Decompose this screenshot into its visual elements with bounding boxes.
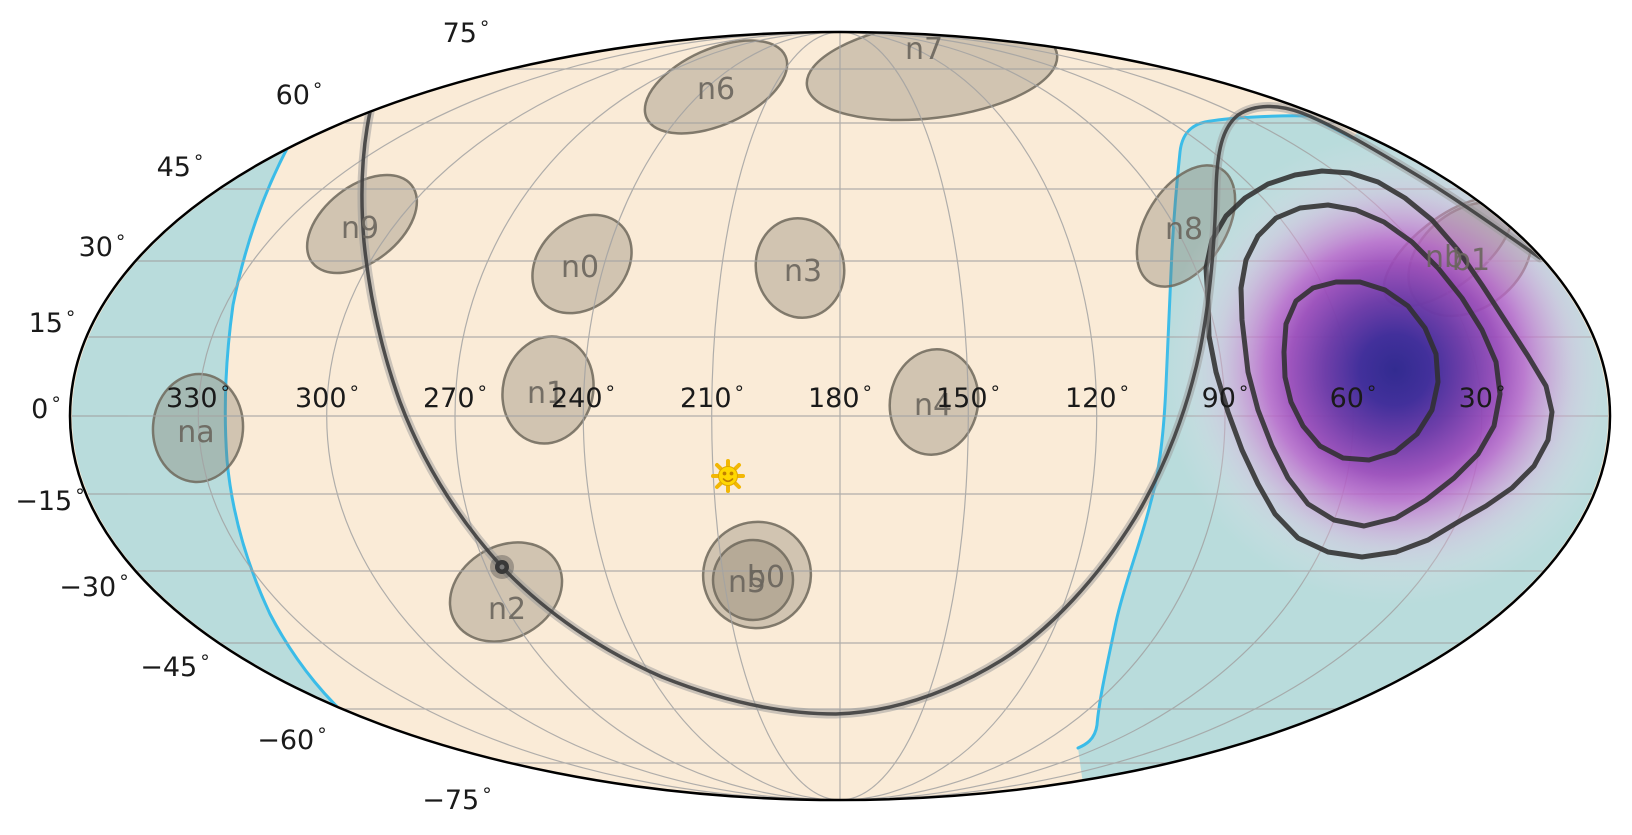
galactic-plane-line [360,104,1542,716]
lat-tick-15: 15 ° [29,307,76,339]
lon-tick-300: 300 ° [295,382,359,414]
detector-ellipse-n1 [501,335,595,445]
map-boundary [68,30,1612,802]
lon-tick-60: 60 ° [1330,382,1377,414]
galactic-center-marker [490,555,514,579]
lon-tick-210: 210 ° [680,382,744,414]
detector-label-n4: n4 [914,388,952,423]
detector-label-n9: n9 [341,211,379,246]
lon-tick-330: 330 ° [166,382,230,414]
credible-contours [1203,168,1555,560]
contour-inner [1281,279,1441,463]
lon-tick-120: 120 ° [1065,382,1129,414]
lon-tick-270: 270 ° [423,382,487,414]
detector-labels: n9 n6 n7 n0 n3 n1 n4 na n2 n5 b0 n8 nb b… [177,32,1490,627]
lat-tick-m75: −75 ° [422,784,491,816]
detector-label-b1: b1 [1452,243,1490,278]
detector-ellipse-n0 [531,213,633,315]
latitude-labels: 75 ° 60 ° 45 ° 30 ° 15 ° 0 ° −15 ° −30 ° −45 ° −6… [15,17,491,816]
detector-label-b0: b0 [747,560,785,595]
detector-label-n5: n5 [728,565,766,600]
lon-tick-150: 150 ° [936,382,1000,414]
detector-label-n8: n8 [1165,212,1203,247]
sun-icon [711,459,745,493]
lat-tick-45: 45 ° [157,151,204,183]
contour-middle [1238,202,1503,529]
lat-tick-30: 30 ° [79,231,126,263]
detector-label-n1: n1 [527,376,565,411]
probability-density [1160,135,1608,605]
lon-tick-180: 180 ° [808,382,872,414]
lat-tick-m15: −15 ° [15,485,84,517]
detector-label-n2: n2 [488,592,526,627]
detector-ellipse-n2 [448,541,564,643]
lon-tick-90: 90 ° [1202,382,1249,414]
lat-tick-m45: −45 ° [140,651,209,683]
detector-ellipse-n6 [643,39,789,135]
lon-tick-30: 30 ° [1459,382,1506,414]
lat-tick-m60: −60 ° [257,724,326,756]
lat-tick-0: 0 ° [31,393,61,425]
lat-tick-75: 75 ° [443,17,490,49]
lat-tick-60: 60 ° [276,79,323,111]
detector-label-n3: n3 [784,254,822,289]
lon-tick-240: 240 ° [551,382,615,414]
detector-ellipse-n3 [754,216,846,320]
contour-outer [1203,168,1555,560]
detector-label-nb: nb [1425,240,1463,275]
galactic-plane [357,102,1545,719]
detector-label-n7: n7 [905,32,943,67]
detector-ellipse-n5 [711,538,795,622]
detector-ellipse-n4 [888,347,980,457]
longitude-labels: 330 ° 300 ° 270 ° 240 ° 210 ° 180 ° 150 ° 120 ° … [166,382,1505,414]
detector-label-na: na [177,415,214,450]
detector-label-n6: n6 [697,72,735,107]
lat-tick-m30: −30 ° [59,571,128,603]
detector-label-n0: n0 [561,250,599,285]
